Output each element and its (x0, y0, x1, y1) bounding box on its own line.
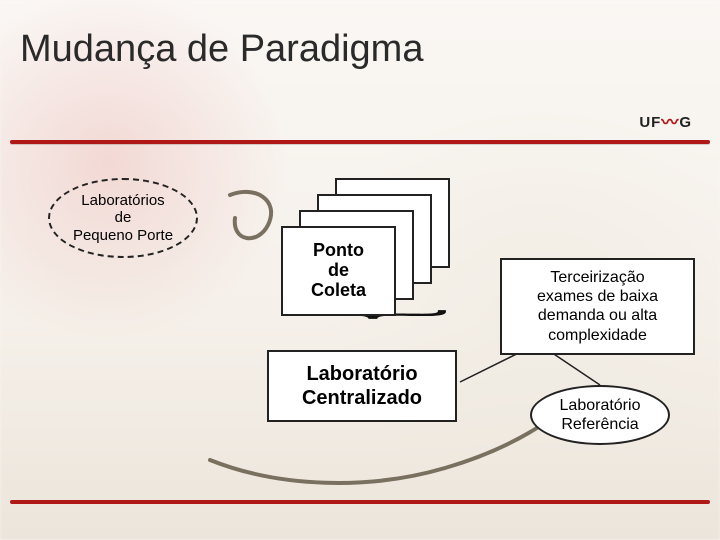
node-small-labs: Laboratórios de Pequeno Porte (48, 178, 198, 258)
node-lab-centralizado: Laboratório Centralizado (267, 350, 457, 422)
slide-title: Mudança de Paradigma (20, 28, 423, 71)
terc-line4: complexidade (510, 326, 685, 345)
terc-line1: Terceirização (510, 268, 685, 287)
ref-line2: Referência (561, 415, 638, 434)
slide-content: Mudança de Paradigma UF〰G Laboratórios d… (0, 0, 720, 540)
coleta-card-front: Ponto de Coleta (281, 226, 396, 316)
stack-ponto-coleta: Ponto Ponto Ponto Ponto de Coleta (275, 188, 460, 318)
node-terceirizacao: Terceirização exames de baixa demanda ou… (500, 258, 695, 355)
node-lab-referencia: Laboratório Referência (530, 385, 670, 445)
coleta-line2: de (328, 261, 349, 281)
central-line1: Laboratório (275, 362, 449, 386)
terc-line3: demanda ou alta (510, 306, 685, 325)
terc-line2: exames de baixa (510, 287, 685, 306)
logo-right: G (679, 114, 692, 131)
coleta-line3: Coleta (311, 281, 366, 301)
central-line2: Centralizado (275, 386, 449, 410)
rule-bottom (10, 500, 710, 504)
small-labs-line2: de (115, 209, 132, 226)
logo-ufmg: UF〰G (639, 108, 692, 133)
coleta-line1: Ponto (313, 241, 364, 261)
ref-line1: Laboratório (560, 396, 641, 415)
small-labs-line1: Laboratórios (81, 192, 164, 209)
logo-wave-icon: 〰 (661, 113, 679, 132)
rule-top (10, 140, 710, 144)
logo-left: UF (639, 114, 661, 131)
small-labs-line3: Pequeno Porte (73, 227, 173, 244)
